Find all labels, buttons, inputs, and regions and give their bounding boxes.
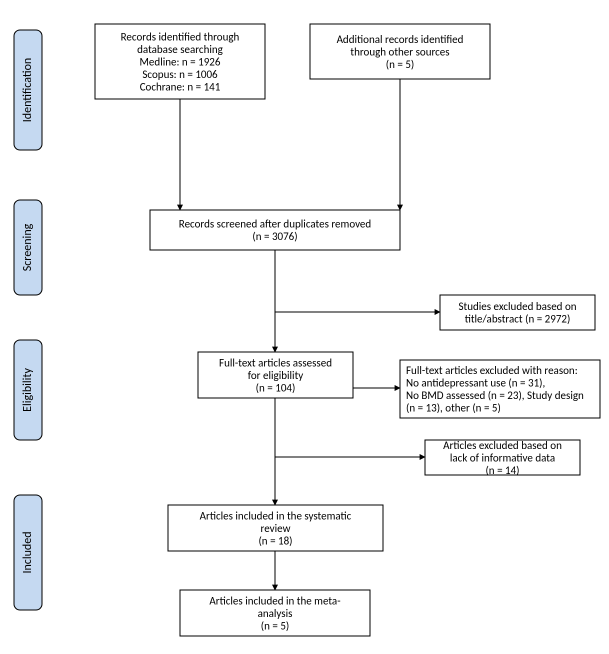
stage-identification: Identification [14, 30, 42, 150]
box-sysreview: Articles included in the systematicrevie… [168, 505, 383, 551]
stage-screening: Screening [14, 200, 42, 295]
box-screened: Records screened after duplicates remove… [150, 210, 400, 250]
stage-eligibility: Eligibility [14, 340, 42, 440]
box-identified-line-1: database searching [137, 43, 223, 56]
box-excluded_title-line-0: Studies excluded based on [458, 300, 576, 313]
stage-screening-label: Screening [21, 223, 35, 271]
box-additional-line-1: through other sources [350, 45, 449, 58]
box-additional-line-2: (n = 5) [386, 58, 414, 71]
box-excluded_title-line-1: title/abstract (n = 2972) [465, 313, 571, 326]
stage-included-label: Included [21, 531, 35, 573]
box-fulltext-line-1: for eligibility [248, 369, 304, 382]
box-fulltext-line-2: (n = 104) [256, 381, 296, 394]
box-identified: Records identified throughdatabase searc… [95, 24, 265, 99]
box-excluded_data: Articles excluded based onlack of inform… [425, 439, 580, 477]
stage-identification-label: Identification [21, 58, 35, 122]
box-screened-line-1: (n = 3076) [252, 230, 297, 243]
box-excluded_data-line-0: Articles excluded based on [443, 439, 562, 452]
box-identified-line-3: Scopus: n = 1006 [142, 68, 218, 81]
box-excluded_reason: Full-text articles excluded with reason:… [400, 360, 600, 418]
box-meta: Articles included in the meta-analysis(n… [180, 590, 370, 636]
box-fulltext-line-0: Full-text articles assessed [219, 356, 332, 369]
prisma-flowchart: Identification Screening Eligibility Includ… [0, 0, 609, 654]
box-identified-line-4: Cochrane: n = 141 [140, 80, 221, 93]
box-excluded_reason-line-3: (n = 13), other (n = 5) [406, 402, 501, 415]
box-meta-line-2: (n = 5) [261, 619, 289, 632]
box-screened-line-0: Records screened after duplicates remove… [179, 218, 371, 231]
box-additional-line-0: Additional records identified [337, 33, 464, 46]
box-sysreview-line-2: (n = 18) [258, 534, 292, 547]
box-identified-line-0: Records identified through [121, 30, 240, 43]
box-excluded_reason-line-0: Full-text articles excluded with reason: [406, 364, 578, 377]
box-excluded_data-line-1: lack of informative data [450, 451, 555, 464]
box-meta-line-1: analysis [258, 607, 293, 620]
box-excluded_reason-line-2: No BMD assessed (n = 23), Study design [406, 389, 584, 402]
box-additional: Additional records identifiedthrough oth… [310, 24, 490, 79]
box-sysreview-line-0: Articles included in the systematic [200, 509, 352, 522]
box-fulltext: Full-text articles assessedfor eligibili… [198, 352, 353, 398]
box-meta-line-0: Articles included in the meta- [209, 594, 340, 607]
box-excluded_reason-line-1: No antidepressant use (n = 31), [406, 377, 545, 390]
stage-eligibility-label: Eligibility [21, 368, 35, 412]
box-identified-line-2: Medline: n = 1926 [140, 55, 221, 68]
stage-included: Included [14, 495, 42, 610]
box-sysreview-line-1: review [261, 522, 291, 535]
box-excluded_title: Studies excluded based ontitle/abstract … [440, 295, 595, 330]
box-excluded_data-line-2: (n = 14) [485, 464, 519, 477]
